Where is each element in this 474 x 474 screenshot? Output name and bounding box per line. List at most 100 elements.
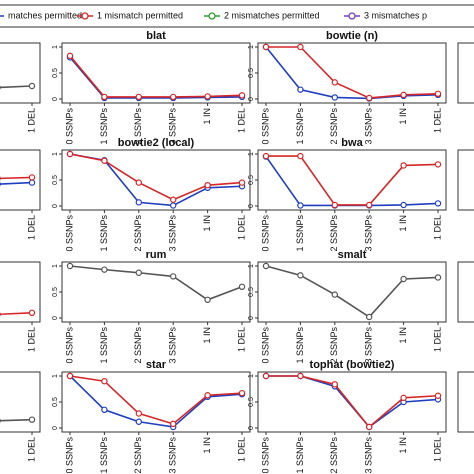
- series-line: [69, 153, 243, 201]
- cropped-panel: [457, 42, 474, 104]
- data-point: [101, 378, 108, 385]
- x-tick-label: 2 SSNPs: [133, 327, 143, 364]
- y-tick-label: 0.5: [52, 397, 59, 407]
- series-line: [69, 375, 243, 425]
- x-tick-label: 0 SSNPs: [260, 215, 270, 252]
- data-point: [297, 202, 304, 209]
- series-line: [69, 56, 243, 99]
- x-tick-label: 1 SSNPs: [99, 108, 109, 145]
- data-point: [204, 93, 211, 100]
- series-line: [69, 265, 243, 301]
- series-line: [0, 181, 33, 185]
- data-point: [297, 272, 304, 279]
- data-point: [400, 275, 407, 283]
- data-point: [135, 93, 142, 101]
- x-tick-label: 1 IN: [398, 108, 408, 125]
- panel-title: rum: [146, 249, 167, 261]
- x-tick-label: 2 SSNPs: [133, 215, 143, 252]
- x-tick-label: 3 SSNPs: [364, 108, 374, 145]
- y-tick-label: 0: [52, 426, 59, 430]
- data-point: [169, 196, 177, 203]
- legend-marker: [348, 12, 356, 20]
- data-point: [366, 94, 373, 102]
- y-tick-label: 1: [248, 374, 255, 378]
- data-point: [204, 181, 211, 189]
- panel-frame: [61, 42, 251, 104]
- panel-frame: [257, 149, 447, 211]
- x-tick-label: 1 SSNPs: [99, 215, 109, 252]
- data-point: [400, 201, 407, 209]
- y-tick-label: 1: [248, 264, 255, 268]
- data-point: [434, 161, 442, 168]
- data-point: [204, 392, 211, 399]
- data-point: [434, 200, 442, 207]
- x-tick-label: 3 SSNPs: [168, 108, 178, 145]
- data-point: [331, 381, 338, 388]
- x-tick-label: 1 SSNPs: [295, 215, 305, 252]
- data-point: [331, 291, 338, 298]
- data-point: [297, 152, 304, 160]
- data-point: [238, 283, 246, 290]
- series-line: [266, 46, 439, 99]
- data-point: [135, 179, 142, 186]
- data-point: [297, 86, 304, 93]
- data-point: [366, 423, 373, 431]
- data-point: [28, 416, 36, 423]
- data-point: [434, 90, 442, 98]
- x-tick-label: 1 DEL: [236, 437, 246, 462]
- x-tick-label: 1 SSNPs: [99, 327, 109, 364]
- x-tick-label: 3 SSNPs: [364, 327, 374, 364]
- y-tick-label: 0: [52, 204, 59, 208]
- x-tick-label: 1 IN: [398, 215, 408, 232]
- panel-frame: [0, 149, 41, 211]
- data-point: [331, 79, 338, 86]
- y-tick-label: 1: [52, 374, 59, 378]
- data-point: [434, 392, 442, 399]
- x-tick-label: 2 SSNPs: [133, 437, 143, 474]
- legend-label: 1 mismatch permitted: [97, 10, 183, 20]
- x-tick-label: 1 IN: [202, 215, 212, 232]
- x-tick-label: 3 SSNPs: [168, 437, 178, 474]
- cropped-panel: [457, 261, 474, 323]
- legend-marker: [208, 12, 216, 20]
- x-tick-label: 0 SSNPs: [64, 215, 74, 252]
- panel-title: smalt: [338, 249, 367, 261]
- data-point: [238, 179, 246, 186]
- y-tick-label: 0: [248, 316, 255, 320]
- x-tick-label: 1 DEL: [432, 437, 442, 462]
- x-tick-label: 1 IN: [202, 327, 212, 344]
- y-tick-label: 1: [52, 152, 59, 156]
- data-point: [66, 150, 74, 158]
- panel-frame: [257, 371, 447, 433]
- series-line: [69, 55, 243, 98]
- data-point: [169, 202, 177, 209]
- panel-title: star: [146, 359, 167, 371]
- panel-title: blat: [146, 30, 166, 42]
- y-tick-label: 0: [248, 97, 255, 101]
- panel-frame: [61, 371, 251, 433]
- y-tick-label: 1: [248, 45, 255, 49]
- data-point: [135, 269, 142, 276]
- x-tick-label: 2 SSNPs: [329, 327, 339, 364]
- y-tick-label: 0.5: [248, 68, 255, 78]
- data-point: [262, 372, 270, 380]
- x-tick-label: 0 SSNPs: [64, 327, 74, 364]
- y-tick-label: 1: [52, 45, 59, 49]
- y-tick-label: 0: [52, 97, 59, 101]
- data-point: [262, 262, 270, 270]
- series-line: [266, 375, 439, 429]
- legend-label: 2 mismatches permitted: [224, 10, 320, 20]
- y-tick-label: 1: [52, 264, 59, 268]
- data-point: [400, 394, 407, 402]
- x-tick-label: 2 SSNPs: [133, 108, 143, 145]
- x-tick-label: 1 DEL: [26, 215, 36, 240]
- data-point: [66, 372, 74, 380]
- y-tick-label: 0.5: [52, 68, 59, 78]
- data-point: [331, 94, 338, 101]
- data-point: [169, 420, 177, 428]
- y-tick-label: 0.5: [248, 175, 255, 185]
- x-tick-label: 0 SSNPs: [64, 437, 74, 474]
- x-tick-label: 3 SSNPs: [168, 327, 178, 364]
- x-tick-label: 1 SSNPs: [295, 437, 305, 474]
- x-tick-label: 3 SSNPs: [364, 437, 374, 474]
